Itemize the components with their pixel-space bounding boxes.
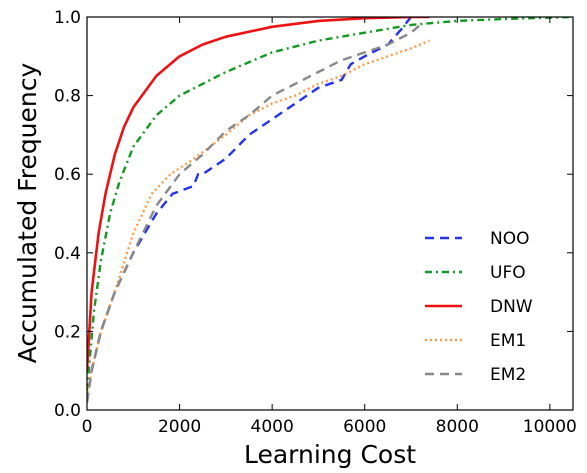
- x-axis-label: Learning Cost: [244, 440, 416, 469]
- y-tick-label: 0.0: [54, 401, 81, 421]
- x-tick-label: 0: [82, 417, 93, 437]
- legend-label-dnw: DNW: [490, 297, 533, 317]
- legend: NOO UFO DNW EM1 EM2: [425, 229, 533, 385]
- plot-frame: [86, 16, 574, 411]
- x-tick-label: 6000: [343, 417, 386, 437]
- y-tick-label: 1.0: [54, 8, 81, 28]
- x-tick-label: 8000: [436, 417, 479, 437]
- series-line-em2: [87, 23, 422, 403]
- series-line-dnw: [87, 17, 430, 371]
- legend-label-em1: EM1: [490, 331, 526, 351]
- y-axis-label: Accumulated Frequency: [13, 62, 42, 363]
- legend-label-em2: EM2: [490, 365, 526, 385]
- y-tick-label: 0.6: [54, 165, 81, 185]
- series-line-noo: [87, 17, 412, 403]
- x-tick-label: 4000: [251, 417, 294, 437]
- x-tick-label: 10000: [523, 417, 577, 437]
- series-line-em1: [87, 39, 430, 399]
- y-tick-label: 0.4: [54, 244, 81, 264]
- legend-label-noo: NOO: [490, 229, 529, 249]
- y-tick-label: 0.8: [54, 87, 81, 107]
- y-tick-label: 0.2: [54, 322, 81, 342]
- series-line-ufo: [87, 17, 573, 391]
- legend-label-ufo: UFO: [490, 263, 526, 283]
- x-tick-label: 2000: [158, 417, 201, 437]
